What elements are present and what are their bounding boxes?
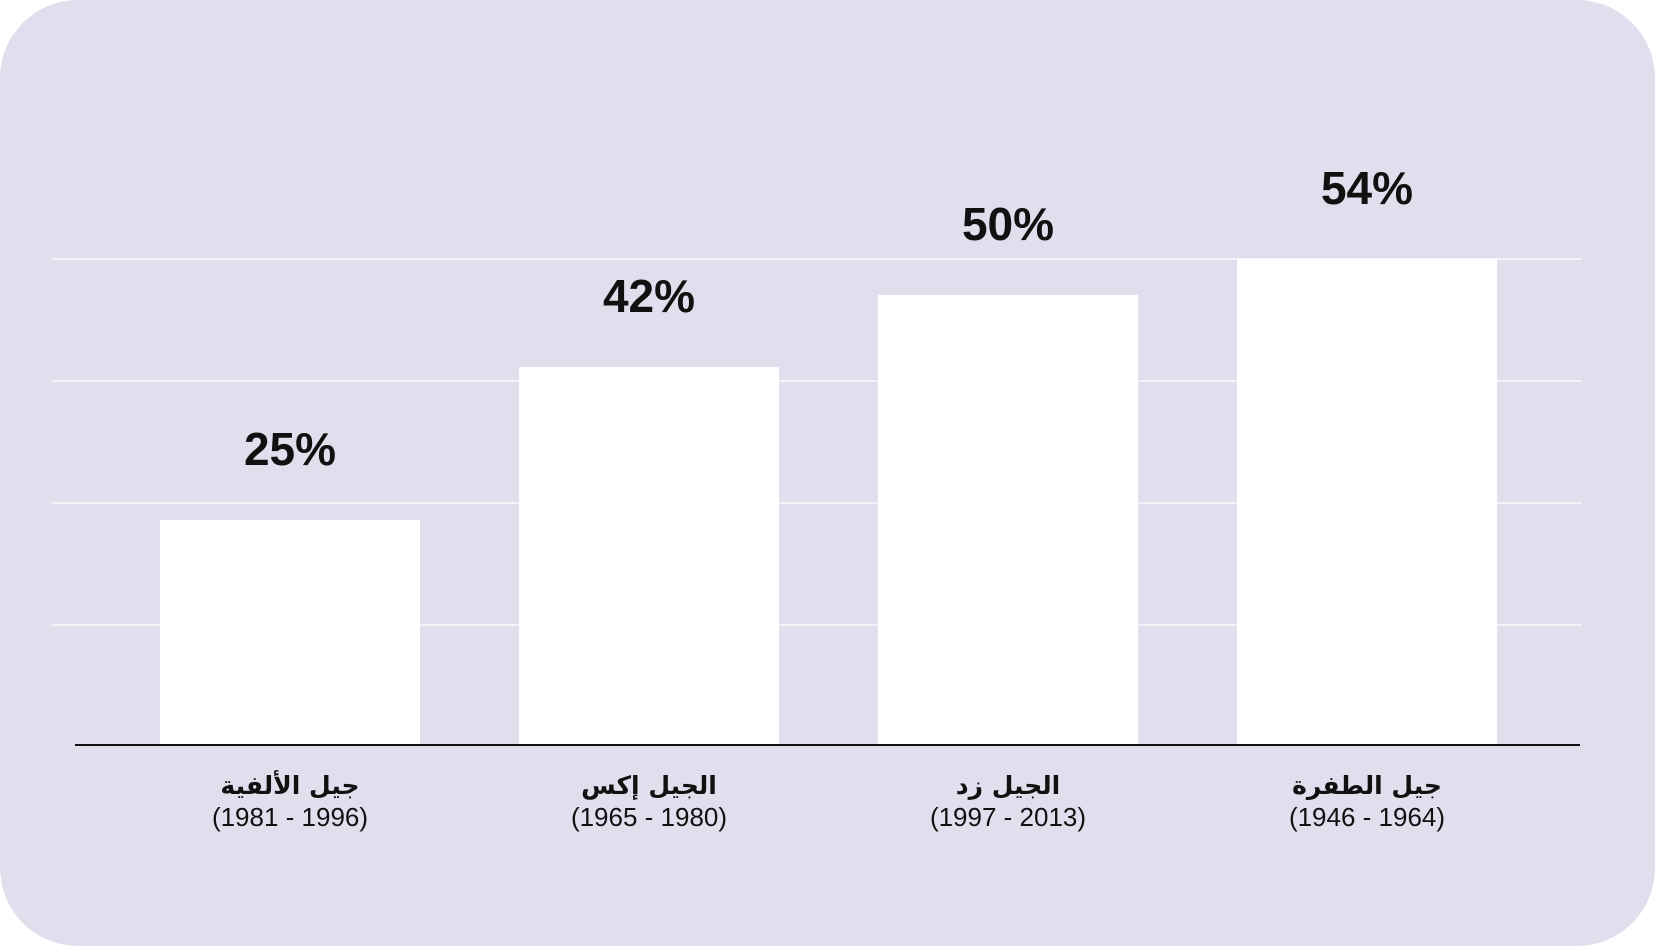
bar-1 (519, 367, 779, 745)
category-label-0: جيل الألفية (220, 770, 359, 800)
value-label-0: 25% (244, 423, 336, 475)
category-years-1: (1965 - 1980) (571, 802, 727, 832)
value-label-2: 50% (962, 198, 1054, 250)
bar-0 (160, 520, 420, 745)
category-label-1: الجيل إكس (581, 771, 717, 800)
category-years-3: (1946 - 1964) (1289, 802, 1445, 832)
category-label-3: جيل الطفرة (1292, 771, 1442, 801)
value-label-1: 42% (603, 270, 695, 322)
labels: 25%جيل الألفية(1981 - 1996)42%الجيل إكس(… (212, 162, 1445, 832)
value-label-3: 54% (1321, 162, 1413, 214)
category-years-2: (1997 - 2013) (930, 802, 1086, 832)
bar-3 (1237, 259, 1497, 745)
category-years-0: (1981 - 1996) (212, 802, 368, 832)
bars (160, 259, 1497, 745)
category-label-2: الجيل زد (956, 771, 1060, 800)
bar-2 (878, 295, 1138, 745)
